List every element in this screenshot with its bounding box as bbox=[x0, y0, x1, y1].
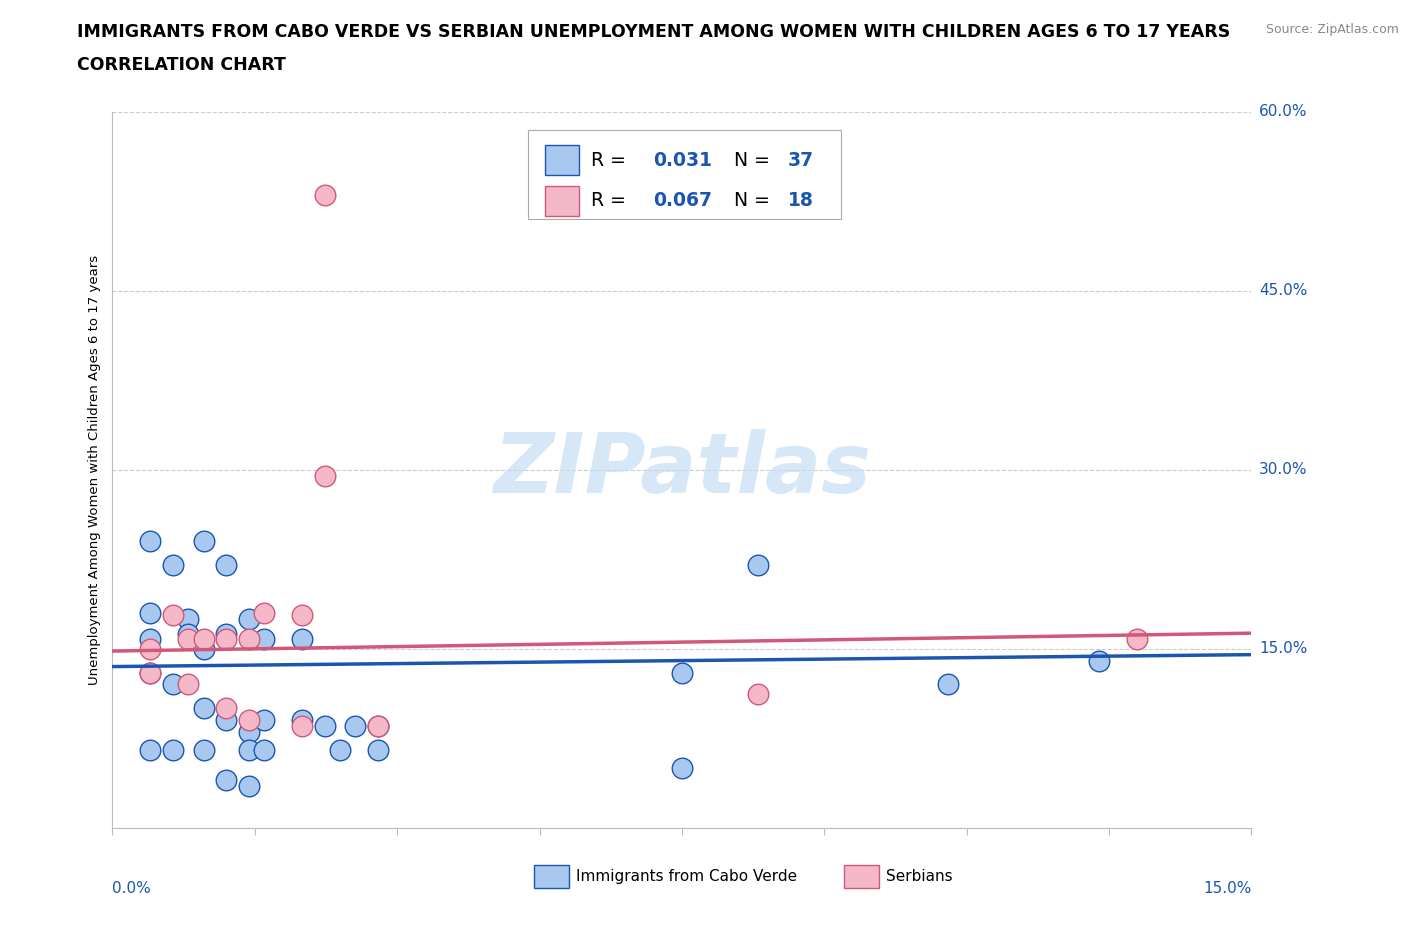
Text: R =: R = bbox=[591, 151, 631, 170]
Point bbox=[177, 611, 200, 626]
FancyBboxPatch shape bbox=[546, 186, 579, 216]
Text: 0.067: 0.067 bbox=[654, 191, 713, 210]
Y-axis label: Unemployment Among Women with Children Ages 6 to 17 years: Unemployment Among Women with Children A… bbox=[89, 255, 101, 684]
Point bbox=[1088, 653, 1111, 668]
Point bbox=[238, 611, 260, 626]
Point bbox=[747, 686, 769, 701]
Text: N =: N = bbox=[721, 151, 776, 170]
Point bbox=[238, 631, 260, 646]
Point bbox=[139, 534, 162, 549]
Point bbox=[139, 743, 162, 758]
Point bbox=[1126, 631, 1149, 646]
Point bbox=[344, 719, 367, 734]
Text: 15.0%: 15.0% bbox=[1204, 882, 1251, 897]
Text: 45.0%: 45.0% bbox=[1258, 283, 1308, 299]
Point bbox=[193, 534, 215, 549]
Point bbox=[671, 665, 693, 680]
Point bbox=[177, 631, 200, 646]
Point bbox=[253, 631, 276, 646]
Point bbox=[215, 712, 238, 727]
Point bbox=[162, 677, 184, 692]
Point bbox=[291, 712, 314, 727]
Text: Source: ZipAtlas.com: Source: ZipAtlas.com bbox=[1265, 23, 1399, 36]
Text: CORRELATION CHART: CORRELATION CHART bbox=[77, 56, 287, 73]
FancyBboxPatch shape bbox=[546, 145, 579, 175]
Point bbox=[253, 743, 276, 758]
Text: IMMIGRANTS FROM CABO VERDE VS SERBIAN UNEMPLOYMENT AMONG WOMEN WITH CHILDREN AGE: IMMIGRANTS FROM CABO VERDE VS SERBIAN UN… bbox=[77, 23, 1230, 41]
Point bbox=[177, 677, 200, 692]
Text: 15.0%: 15.0% bbox=[1258, 641, 1308, 657]
Point bbox=[193, 743, 215, 758]
Point bbox=[367, 719, 389, 734]
Text: R =: R = bbox=[591, 191, 631, 210]
Point bbox=[139, 642, 162, 657]
Point bbox=[238, 712, 260, 727]
Point bbox=[367, 743, 389, 758]
Point bbox=[215, 773, 238, 788]
Point bbox=[193, 642, 215, 657]
Text: 18: 18 bbox=[787, 191, 814, 210]
FancyBboxPatch shape bbox=[529, 129, 841, 219]
Point bbox=[314, 719, 336, 734]
Point bbox=[162, 743, 184, 758]
Point bbox=[139, 665, 162, 680]
Point bbox=[139, 631, 162, 646]
Text: 0.0%: 0.0% bbox=[112, 882, 152, 897]
Point bbox=[215, 701, 238, 716]
Text: Serbians: Serbians bbox=[886, 869, 952, 883]
Point bbox=[671, 761, 693, 776]
Point bbox=[193, 701, 215, 716]
Point bbox=[238, 778, 260, 793]
Point bbox=[314, 468, 336, 483]
Point bbox=[215, 627, 238, 642]
Point bbox=[291, 631, 314, 646]
Point bbox=[238, 743, 260, 758]
Text: 37: 37 bbox=[787, 151, 814, 170]
Point bbox=[747, 558, 769, 573]
Point bbox=[177, 627, 200, 642]
Point bbox=[253, 605, 276, 620]
Text: 60.0%: 60.0% bbox=[1258, 104, 1308, 119]
Point bbox=[936, 677, 959, 692]
Point bbox=[238, 724, 260, 739]
Point bbox=[139, 665, 162, 680]
Point bbox=[139, 605, 162, 620]
Point bbox=[253, 712, 276, 727]
Point bbox=[291, 608, 314, 623]
Point bbox=[162, 558, 184, 573]
Point bbox=[329, 743, 352, 758]
Text: 0.031: 0.031 bbox=[654, 151, 713, 170]
Point bbox=[291, 719, 314, 734]
Point bbox=[193, 631, 215, 646]
Text: 30.0%: 30.0% bbox=[1258, 462, 1308, 477]
Point bbox=[314, 188, 336, 203]
Point bbox=[162, 608, 184, 623]
Point bbox=[367, 719, 389, 734]
Point bbox=[215, 558, 238, 573]
Text: N =: N = bbox=[721, 191, 776, 210]
Text: Immigrants from Cabo Verde: Immigrants from Cabo Verde bbox=[576, 869, 797, 883]
Text: ZIPatlas: ZIPatlas bbox=[494, 429, 870, 511]
Point bbox=[215, 631, 238, 646]
